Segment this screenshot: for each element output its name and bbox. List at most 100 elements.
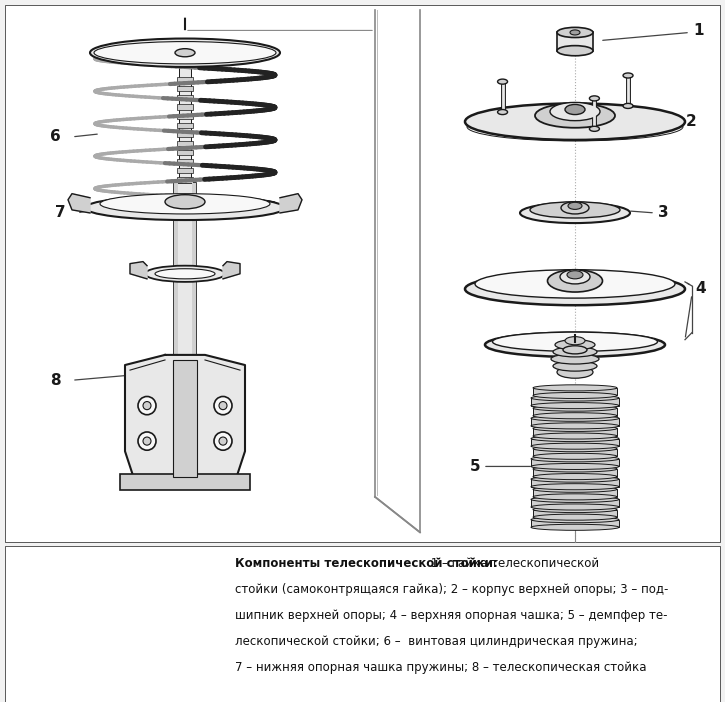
Ellipse shape <box>535 103 615 128</box>
Polygon shape <box>130 262 147 279</box>
Text: лескопической стойки; 6 –  винтовая цилиндрическая пружина;: лескопической стойки; 6 – винтовая цилин… <box>235 635 637 648</box>
Ellipse shape <box>465 103 685 140</box>
Ellipse shape <box>533 405 617 411</box>
Bar <box>179 51 191 183</box>
Ellipse shape <box>531 435 619 442</box>
Bar <box>177 178 193 183</box>
Text: 4: 4 <box>695 282 705 296</box>
Text: 6: 6 <box>50 129 61 145</box>
Bar <box>533 489 617 497</box>
Circle shape <box>143 402 151 410</box>
Ellipse shape <box>531 504 619 510</box>
Ellipse shape <box>533 453 617 459</box>
Ellipse shape <box>497 110 507 114</box>
Bar <box>173 360 197 477</box>
Ellipse shape <box>553 361 597 371</box>
Bar <box>177 77 193 82</box>
Bar <box>177 86 193 91</box>
Bar <box>533 408 617 416</box>
Ellipse shape <box>570 30 580 35</box>
Circle shape <box>219 437 227 445</box>
Ellipse shape <box>90 39 280 67</box>
Bar <box>177 141 193 146</box>
Text: Компоненты телескопической стойки:: Компоненты телескопической стойки: <box>235 557 498 571</box>
Bar <box>531 418 619 426</box>
Ellipse shape <box>531 456 619 462</box>
Ellipse shape <box>531 484 619 490</box>
Bar <box>533 428 617 436</box>
Polygon shape <box>280 194 302 213</box>
Bar <box>177 114 193 119</box>
Bar <box>120 474 250 490</box>
Ellipse shape <box>533 486 617 492</box>
Bar <box>557 32 593 51</box>
Ellipse shape <box>492 332 658 351</box>
Ellipse shape <box>560 270 590 284</box>
Text: 1: 1 <box>693 23 703 38</box>
Ellipse shape <box>533 506 617 512</box>
Bar <box>192 183 196 355</box>
Ellipse shape <box>623 103 633 108</box>
Text: 2: 2 <box>686 114 697 129</box>
Ellipse shape <box>175 48 195 57</box>
Text: 7: 7 <box>55 206 66 220</box>
Bar <box>531 439 619 446</box>
Ellipse shape <box>561 201 589 214</box>
Ellipse shape <box>531 463 619 470</box>
Ellipse shape <box>531 524 619 530</box>
Bar <box>531 459 619 466</box>
Text: шипник верхней опоры; 4 – верхняя опорная чашка; 5 – демпфер те-: шипник верхней опоры; 4 – верхняя опорна… <box>235 609 668 622</box>
Ellipse shape <box>557 27 593 37</box>
Ellipse shape <box>533 385 617 391</box>
Ellipse shape <box>555 340 595 350</box>
Ellipse shape <box>533 413 617 419</box>
Ellipse shape <box>533 466 617 472</box>
Ellipse shape <box>85 196 285 220</box>
Polygon shape <box>125 355 245 482</box>
Polygon shape <box>223 262 240 279</box>
Ellipse shape <box>533 392 617 399</box>
Bar <box>174 183 196 355</box>
Polygon shape <box>68 194 90 213</box>
Text: 8: 8 <box>50 373 61 388</box>
Ellipse shape <box>531 402 619 409</box>
Ellipse shape <box>533 433 617 439</box>
Bar <box>531 499 619 507</box>
Bar <box>531 479 619 486</box>
Ellipse shape <box>531 496 619 503</box>
Bar <box>177 159 193 164</box>
Circle shape <box>138 432 156 450</box>
Text: 3: 3 <box>658 206 668 220</box>
Ellipse shape <box>531 443 619 449</box>
Text: 7 – нижняя опорная чашка пружины; 8 – телескопическая стойка: 7 – нижняя опорная чашка пружины; 8 – те… <box>235 661 647 674</box>
Ellipse shape <box>553 347 597 357</box>
Ellipse shape <box>533 494 617 500</box>
Ellipse shape <box>465 273 685 305</box>
Bar <box>531 398 619 406</box>
Ellipse shape <box>475 270 675 298</box>
Ellipse shape <box>551 354 599 364</box>
Bar <box>177 132 193 137</box>
Text: 1 – гайка телескопической: 1 – гайка телескопической <box>427 557 599 571</box>
Ellipse shape <box>568 202 582 209</box>
Ellipse shape <box>547 270 602 292</box>
Bar <box>533 510 617 517</box>
Ellipse shape <box>485 333 665 357</box>
Ellipse shape <box>533 446 617 452</box>
Bar <box>177 105 193 110</box>
Bar <box>177 123 193 128</box>
Ellipse shape <box>100 194 270 214</box>
Ellipse shape <box>497 79 507 84</box>
Ellipse shape <box>567 271 583 279</box>
Text: 5: 5 <box>469 459 480 474</box>
Ellipse shape <box>623 73 633 78</box>
Ellipse shape <box>565 337 585 345</box>
Bar <box>533 449 617 456</box>
Ellipse shape <box>557 46 593 55</box>
Ellipse shape <box>155 269 215 279</box>
Ellipse shape <box>531 517 619 523</box>
Circle shape <box>138 397 156 415</box>
Circle shape <box>214 432 232 450</box>
Ellipse shape <box>165 194 205 209</box>
Bar <box>533 469 617 477</box>
